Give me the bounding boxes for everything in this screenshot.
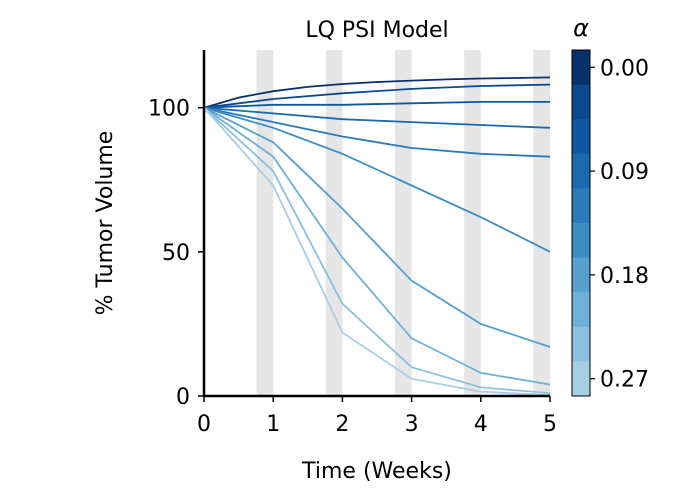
treatment-band-1 — [256, 50, 274, 396]
series-group — [203, 76, 551, 396]
series-line-3 — [203, 101, 550, 109]
series-line-6 — [203, 106, 551, 253]
colorbar-segment — [572, 326, 590, 362]
series-line-1 — [203, 76, 551, 109]
x-tick-label: 2 — [335, 412, 349, 437]
x-tick-label: 0 — [197, 412, 211, 437]
y-ticks: 0 50 100 — [148, 97, 204, 410]
series-line-9 — [203, 107, 551, 394]
y-tick-label: 0 — [176, 385, 190, 410]
treatment-band-5 — [533, 50, 550, 396]
colorbar-tick-label: 0.00 — [600, 56, 649, 81]
series-line-8 — [203, 106, 551, 386]
colorbar-ticks: 0.00 0.09 0.18 0.27 — [590, 56, 649, 393]
x-tick-label: 4 — [474, 412, 488, 437]
colorbar-label: α — [573, 14, 589, 42]
series-line-4 — [203, 106, 551, 129]
x-axis-label: Time (Weeks) — [301, 459, 452, 484]
colorbar-tick-label: 0.18 — [600, 264, 649, 289]
treatment-band-4 — [464, 50, 481, 396]
colorbar-segment — [572, 84, 590, 120]
x-tick-label: 1 — [266, 412, 280, 437]
colorbar-segment — [572, 361, 590, 397]
y-tick-label: 50 — [162, 241, 190, 266]
series-line-5 — [203, 106, 551, 158]
colorbar-tick-label: 0.09 — [600, 160, 649, 185]
x-tick-label: 3 — [405, 412, 419, 437]
colorbar-tick-label: 0.27 — [600, 368, 649, 393]
series-line-7 — [203, 106, 551, 348]
y-tick-label: 100 — [148, 97, 190, 122]
treatment-band-3 — [394, 50, 412, 396]
colorbar-segment — [572, 119, 590, 155]
colorbar-frame — [571, 49, 591, 397]
treatment-band-2 — [325, 50, 343, 396]
colorbar-segment — [572, 188, 590, 224]
y-axis-label: % Tumor Volume — [93, 131, 118, 316]
colorbar-segment — [572, 223, 590, 259]
chart-title: LQ PSI Model — [305, 18, 448, 43]
colorbar-segment — [572, 153, 590, 189]
colorbar-segment — [572, 292, 590, 328]
colorbar-segment — [572, 257, 590, 293]
series-line-2 — [203, 83, 551, 109]
x-tick-label: 5 — [543, 412, 557, 437]
colorbar-segment — [572, 50, 590, 86]
colorbar — [571, 49, 591, 397]
x-ticks: 0 1 2 3 4 5 — [197, 396, 557, 437]
series-line-10 — [203, 107, 551, 396]
